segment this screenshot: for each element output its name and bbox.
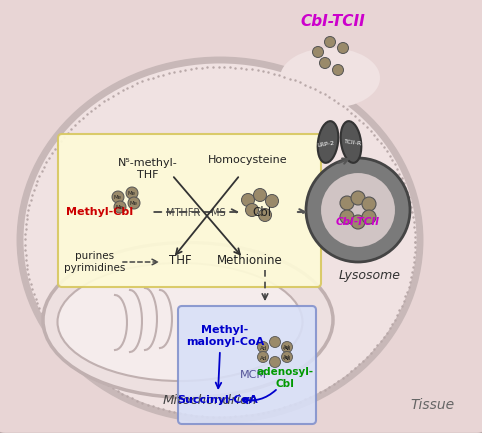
Text: Homocysteine: Homocysteine [208, 155, 288, 165]
Circle shape [258, 209, 271, 222]
Circle shape [128, 197, 140, 209]
Text: Lysosome: Lysosome [339, 269, 401, 282]
Circle shape [362, 210, 376, 224]
Text: Ad: Ad [260, 346, 268, 350]
Text: Ad: Ad [284, 355, 292, 361]
Text: LRP-2: LRP-2 [317, 140, 335, 148]
Circle shape [254, 188, 267, 201]
Text: purines
pyrimidines: purines pyrimidines [64, 251, 126, 273]
Circle shape [340, 210, 354, 224]
Circle shape [245, 204, 258, 216]
Circle shape [112, 191, 124, 203]
Circle shape [312, 46, 323, 58]
Circle shape [269, 356, 281, 368]
Circle shape [266, 194, 279, 207]
Circle shape [320, 58, 331, 68]
Text: Ad: Ad [283, 355, 291, 360]
Circle shape [114, 201, 126, 213]
Circle shape [281, 352, 293, 362]
Ellipse shape [318, 121, 338, 163]
Text: N⁵-methyl-
THF: N⁵-methyl- THF [118, 158, 178, 181]
Ellipse shape [341, 121, 362, 163]
Text: CbI-TCII: CbI-TCII [336, 217, 380, 227]
Text: Ad: Ad [283, 345, 291, 350]
Text: Me: Me [128, 191, 136, 196]
Text: Me: Me [114, 195, 122, 200]
Text: Me: Me [130, 201, 138, 206]
Text: MCM: MCM [240, 370, 267, 380]
Text: Methionine: Methionine [217, 253, 283, 266]
Text: THF: THF [169, 253, 191, 266]
Circle shape [269, 336, 281, 348]
Text: Methyl-
malonyl-CoA: Methyl- malonyl-CoA [186, 325, 264, 347]
Text: Ad: Ad [284, 346, 292, 350]
Circle shape [126, 187, 138, 199]
Text: CbI: CbI [253, 206, 271, 219]
Text: Me: Me [116, 205, 124, 210]
Circle shape [337, 42, 348, 54]
Text: MS: MS [211, 208, 225, 218]
Circle shape [340, 196, 354, 210]
Text: TCII-R: TCII-R [344, 139, 362, 147]
Text: Methyl-CbI: Methyl-CbI [67, 207, 134, 217]
Text: MTHFR: MTHFR [166, 208, 200, 218]
Circle shape [351, 215, 365, 229]
Ellipse shape [57, 263, 303, 381]
Text: Mitochondrion: Mitochondrion [163, 394, 257, 407]
Text: Ad: Ad [260, 355, 268, 361]
Text: Succinyl-CoA: Succinyl-CoA [178, 395, 258, 405]
Text: CbI-TCII: CbI-TCII [301, 14, 365, 29]
Circle shape [362, 197, 376, 211]
FancyBboxPatch shape [58, 134, 321, 287]
Ellipse shape [43, 242, 333, 397]
Ellipse shape [20, 60, 420, 420]
Circle shape [320, 172, 396, 248]
Circle shape [257, 352, 268, 362]
Circle shape [324, 36, 335, 48]
Circle shape [281, 342, 293, 352]
Circle shape [241, 194, 254, 207]
Circle shape [333, 65, 344, 75]
Text: Tissue: Tissue [410, 398, 454, 412]
Circle shape [257, 342, 268, 352]
FancyBboxPatch shape [178, 306, 316, 424]
Circle shape [351, 191, 365, 205]
Circle shape [306, 158, 410, 262]
Ellipse shape [280, 48, 380, 108]
Text: adenosyl-
CbI: adenosyl- CbI [256, 367, 314, 389]
